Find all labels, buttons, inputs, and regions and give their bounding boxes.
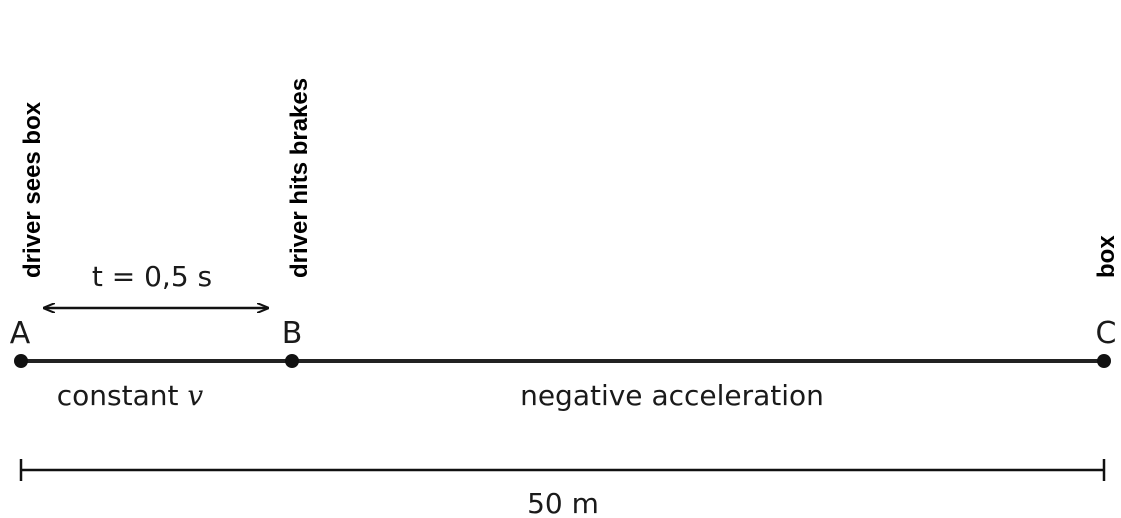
point-label-c: C xyxy=(1096,316,1117,351)
segment-ab-label: constant v xyxy=(57,379,204,412)
point-dot-c xyxy=(1097,354,1111,368)
point-label-b: B xyxy=(282,316,303,351)
time-interval-label: t = 0,5 s xyxy=(92,260,212,293)
point-dot-a xyxy=(14,354,28,368)
velocity-symbol: v xyxy=(187,379,203,412)
total-distance-label: 50 m xyxy=(527,487,599,518)
event-label-c: box xyxy=(1093,235,1120,278)
event-label-b: driver hits brakes xyxy=(286,78,313,278)
point-dot-b xyxy=(285,354,299,368)
point-label-a: A xyxy=(10,316,31,351)
event-label-a: driver sees box xyxy=(19,101,46,278)
segment-bc-label: negative acceleration xyxy=(520,379,824,412)
